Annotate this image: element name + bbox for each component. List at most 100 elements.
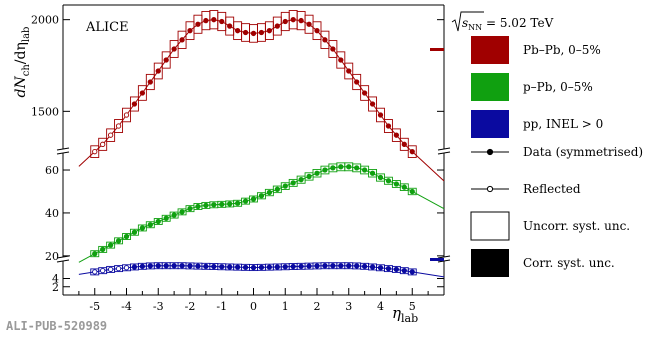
data-marker xyxy=(147,79,153,85)
data-marker xyxy=(227,23,233,29)
legend-label: Uncorr. syst. unc. xyxy=(523,219,630,233)
data-marker xyxy=(234,200,241,206)
data-marker xyxy=(361,90,368,96)
data-marker xyxy=(290,180,296,186)
y-tick-label: 60 xyxy=(45,164,59,177)
data-marker xyxy=(234,264,241,270)
uncorr-syst-box xyxy=(129,96,139,112)
data-marker xyxy=(187,205,193,212)
y-label-mid: /dη xyxy=(13,42,29,64)
data-marker xyxy=(219,201,225,208)
x-tick-label: 0 xyxy=(250,300,257,313)
data-marker xyxy=(346,164,352,170)
data-marker xyxy=(179,209,185,215)
uncorr-syst-box xyxy=(106,241,116,249)
data-marker xyxy=(131,229,138,235)
sqrt-s-value: = 5.02 TeV xyxy=(482,16,553,30)
data-marker xyxy=(227,264,233,270)
plot-frame xyxy=(56,4,451,296)
x-axis-ticks: -5 -4 -3 -2 -1 0 1 2 3 4 5 xyxy=(78,288,429,313)
reflected-marker xyxy=(100,141,106,147)
data-marker xyxy=(290,263,296,270)
data-marker xyxy=(211,17,217,23)
data-marker xyxy=(195,263,201,269)
x-tick-label: -2 xyxy=(185,300,196,313)
uncorr-syst-box xyxy=(312,21,322,41)
data-marker xyxy=(155,68,161,74)
data-marker xyxy=(266,28,273,34)
sqrt-sign xyxy=(451,11,484,32)
legend-swatch xyxy=(471,249,509,277)
data-marker xyxy=(274,23,280,29)
uncorr-syst-box xyxy=(376,107,385,123)
data-marker xyxy=(354,165,360,171)
x-label-main: η xyxy=(392,304,401,322)
data-marker xyxy=(211,263,217,270)
data-marker xyxy=(314,263,320,269)
data-marker xyxy=(409,269,415,275)
x-tick-label: 5 xyxy=(409,300,416,313)
uncorr-syst-box xyxy=(368,169,378,178)
data-marker xyxy=(250,264,257,271)
data-marker xyxy=(163,57,169,63)
data-marker xyxy=(385,178,392,184)
data-marker xyxy=(369,170,376,176)
data-marker xyxy=(306,173,312,180)
publication-id: ALI-PUB-520989 xyxy=(6,319,108,333)
data-marker xyxy=(401,268,407,274)
uncorr-syst-box xyxy=(98,137,108,151)
legend-marker xyxy=(486,185,494,193)
data-marker xyxy=(369,264,376,270)
chart-panels: 1500 2000 20 40 60 24 xyxy=(31,10,445,294)
legend-label: Pb–Pb, 0–5% xyxy=(523,43,601,57)
data-marker xyxy=(234,28,241,34)
data-marker xyxy=(219,18,225,25)
reflected-marker xyxy=(115,265,122,272)
data-marker xyxy=(131,101,138,107)
uncorr-syst-box xyxy=(407,268,417,276)
uncorr-syst-box xyxy=(368,96,378,112)
uncorr-syst-box xyxy=(383,119,393,133)
legend-swatch xyxy=(471,110,509,138)
data-marker xyxy=(107,242,114,248)
data-marker xyxy=(250,30,257,37)
data-marker xyxy=(163,263,169,269)
uncorr-syst-box xyxy=(360,85,370,101)
reflected-marker xyxy=(92,269,98,275)
legend-marker xyxy=(486,148,494,156)
data-marker xyxy=(282,264,288,270)
axis-break-mark xyxy=(437,147,451,151)
data-marker xyxy=(330,263,336,269)
fit-curve xyxy=(78,19,445,182)
uncorr-syst-box xyxy=(399,183,409,191)
data-marker xyxy=(242,29,249,36)
data-marker xyxy=(361,263,368,269)
uncorr-syst-box xyxy=(137,85,147,101)
legend-swatch xyxy=(471,73,509,101)
axis-break-mark xyxy=(437,255,451,259)
data-marker xyxy=(227,201,233,207)
legend-item: Reflected xyxy=(471,182,581,196)
data-marker xyxy=(306,21,312,27)
axis-break-mark xyxy=(56,151,70,155)
legend-item: Pb–Pb, 0–5% xyxy=(471,36,601,64)
data-marker xyxy=(393,266,400,273)
data-marker xyxy=(258,29,265,36)
uncorr-syst-box xyxy=(90,145,100,158)
data-marker xyxy=(139,263,146,269)
uncorr-syst-box xyxy=(169,40,179,58)
data-marker xyxy=(346,263,352,269)
data-marker xyxy=(131,264,138,270)
data-marker xyxy=(187,263,193,269)
y-label-main: dN xyxy=(13,75,29,97)
data-marker xyxy=(377,265,384,271)
x-tick-label: -1 xyxy=(216,300,227,313)
experiment-label: ALICE xyxy=(85,20,129,35)
data-marker xyxy=(354,263,360,269)
data-marker xyxy=(242,198,249,204)
axis-break-gap xyxy=(57,149,69,153)
x-tick-label: 4 xyxy=(377,300,384,313)
data-marker xyxy=(298,263,304,269)
uncorr-syst-box xyxy=(153,62,163,80)
